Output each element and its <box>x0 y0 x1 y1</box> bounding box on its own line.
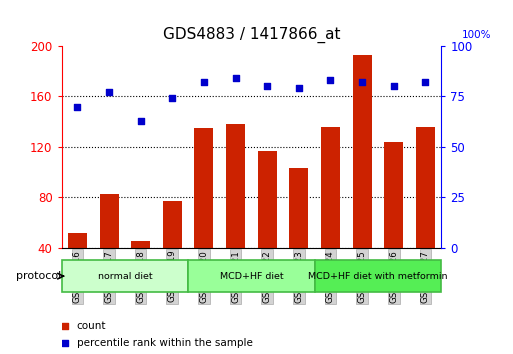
Bar <box>68 233 87 248</box>
Text: normal diet: normal diet <box>97 272 152 281</box>
Bar <box>131 241 150 248</box>
Point <box>282 266 290 271</box>
Text: GSM878120: GSM878120 <box>200 250 208 303</box>
Text: GSM878125: GSM878125 <box>358 250 367 303</box>
Bar <box>194 128 213 248</box>
Text: GSM878122: GSM878122 <box>263 250 272 303</box>
Bar <box>384 142 403 248</box>
Text: GSM878118: GSM878118 <box>136 250 145 303</box>
Text: GSM878126: GSM878126 <box>389 250 398 303</box>
Point <box>421 80 429 85</box>
Point <box>389 84 398 89</box>
Text: GSM878119: GSM878119 <box>168 250 177 302</box>
Text: GSM878124: GSM878124 <box>326 250 335 303</box>
Text: protocol: protocol <box>16 271 62 281</box>
Bar <box>226 124 245 248</box>
Bar <box>314 260 441 292</box>
Point <box>105 90 113 95</box>
Text: GSM878121: GSM878121 <box>231 250 240 303</box>
Bar <box>258 151 277 248</box>
Text: MCD+HF diet with metformin: MCD+HF diet with metformin <box>308 272 448 281</box>
Point <box>282 105 290 110</box>
Text: MCD+HF diet: MCD+HF diet <box>220 272 283 281</box>
Point <box>231 75 240 81</box>
Point <box>263 84 271 89</box>
Bar <box>188 260 314 292</box>
Point <box>358 80 366 85</box>
Text: 100%: 100% <box>462 30 491 40</box>
Text: GSM878123: GSM878123 <box>294 250 303 303</box>
Text: percentile rank within the sample: percentile rank within the sample <box>77 338 252 348</box>
Text: count: count <box>77 321 106 331</box>
Bar <box>62 260 188 292</box>
Point <box>200 80 208 85</box>
Text: GSM878117: GSM878117 <box>105 250 113 303</box>
Bar <box>352 55 371 248</box>
Bar <box>321 127 340 248</box>
Point <box>326 78 334 83</box>
Bar <box>163 201 182 248</box>
Text: GSM878116: GSM878116 <box>73 250 82 303</box>
Text: GSM878127: GSM878127 <box>421 250 430 303</box>
Point <box>73 104 82 109</box>
Bar <box>289 169 308 248</box>
Point <box>168 96 176 101</box>
Title: GDS4883 / 1417866_at: GDS4883 / 1417866_at <box>163 27 340 43</box>
Point <box>136 118 145 124</box>
Bar <box>100 194 119 248</box>
Point <box>294 86 303 91</box>
Bar <box>416 127 435 248</box>
